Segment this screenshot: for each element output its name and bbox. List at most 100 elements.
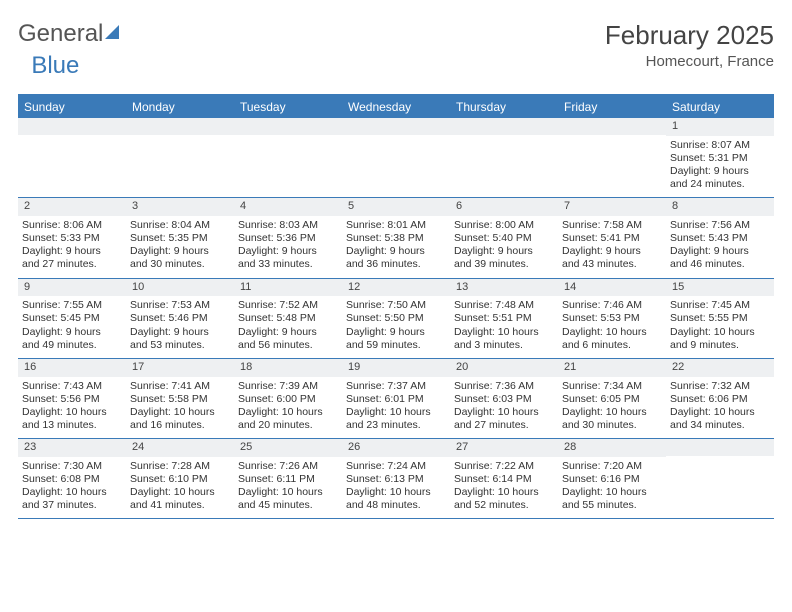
day-detail-line: Daylight: 9 hours (346, 326, 446, 339)
day-detail-line: and 3 minutes. (454, 339, 554, 352)
day-detail-line: Daylight: 9 hours (670, 165, 770, 178)
day-detail-line: Daylight: 9 hours (346, 245, 446, 258)
day-detail-line: Sunset: 5:36 PM (238, 232, 338, 245)
day-detail-line: Daylight: 10 hours (346, 486, 446, 499)
calendar-cell: 25Sunrise: 7:26 AMSunset: 6:11 PMDayligh… (234, 439, 342, 518)
day-detail-line: Sunrise: 7:41 AM (130, 380, 230, 393)
day-detail-line: Sunrise: 7:52 AM (238, 299, 338, 312)
day-number: 23 (18, 439, 126, 457)
day-number: 17 (126, 359, 234, 377)
day-detail-line: and 46 minutes. (670, 258, 770, 271)
calendar-cell: 15Sunrise: 7:45 AMSunset: 5:55 PMDayligh… (666, 279, 774, 358)
day-detail-line: Sunrise: 7:30 AM (22, 460, 122, 473)
day-detail-line: and 41 minutes. (130, 499, 230, 512)
day-detail-line: and 9 minutes. (670, 339, 770, 352)
day-detail-line: Sunrise: 7:50 AM (346, 299, 446, 312)
day-detail-line: Daylight: 10 hours (22, 406, 122, 419)
day-detail-line: Daylight: 10 hours (238, 406, 338, 419)
calendar-cell-empty (342, 118, 450, 197)
day-detail-line: Daylight: 10 hours (670, 326, 770, 339)
day-number: 25 (234, 439, 342, 457)
day-detail-line: Daylight: 9 hours (238, 326, 338, 339)
day-detail-line: and 55 minutes. (562, 499, 662, 512)
day-detail-line: Sunrise: 7:32 AM (670, 380, 770, 393)
day-detail-line: Sunrise: 8:00 AM (454, 219, 554, 232)
day-detail-line: Daylight: 9 hours (562, 245, 662, 258)
day-detail-line: Sunset: 5:41 PM (562, 232, 662, 245)
day-number (126, 118, 234, 135)
calendar-week: 9Sunrise: 7:55 AMSunset: 5:45 PMDaylight… (18, 279, 774, 359)
weekday-header: Monday (126, 96, 234, 118)
calendar-cell: 11Sunrise: 7:52 AMSunset: 5:48 PMDayligh… (234, 279, 342, 358)
day-number: 2 (18, 198, 126, 216)
calendar-grid: SundayMondayTuesdayWednesdayThursdayFrid… (18, 94, 774, 519)
day-number: 12 (342, 279, 450, 297)
day-detail-line: Sunrise: 7:45 AM (670, 299, 770, 312)
calendar-week: 1Sunrise: 8:07 AMSunset: 5:31 PMDaylight… (18, 118, 774, 198)
day-detail-line: and 13 minutes. (22, 419, 122, 432)
day-detail-line: and 59 minutes. (346, 339, 446, 352)
calendar-cell: 2Sunrise: 8:06 AMSunset: 5:33 PMDaylight… (18, 198, 126, 277)
calendar-week: 23Sunrise: 7:30 AMSunset: 6:08 PMDayligh… (18, 439, 774, 519)
day-detail-line: Daylight: 10 hours (562, 406, 662, 419)
day-detail-line: Daylight: 10 hours (346, 406, 446, 419)
day-detail-line: Daylight: 10 hours (562, 486, 662, 499)
day-number: 6 (450, 198, 558, 216)
day-number: 5 (342, 198, 450, 216)
day-detail-line: Sunrise: 7:24 AM (346, 460, 446, 473)
calendar-cell: 26Sunrise: 7:24 AMSunset: 6:13 PMDayligh… (342, 439, 450, 518)
day-detail-line: and 37 minutes. (22, 499, 122, 512)
calendar-cell-empty (450, 118, 558, 197)
day-detail-line: Sunset: 5:40 PM (454, 232, 554, 245)
day-detail-line: Sunset: 5:55 PM (670, 312, 770, 325)
day-detail-line: Daylight: 9 hours (130, 245, 230, 258)
day-detail-line: and 45 minutes. (238, 499, 338, 512)
calendar-cell: 14Sunrise: 7:46 AMSunset: 5:53 PMDayligh… (558, 279, 666, 358)
calendar-cell: 13Sunrise: 7:48 AMSunset: 5:51 PMDayligh… (450, 279, 558, 358)
day-number: 13 (450, 279, 558, 297)
calendar-cell: 23Sunrise: 7:30 AMSunset: 6:08 PMDayligh… (18, 439, 126, 518)
calendar-cell-empty (126, 118, 234, 197)
calendar-cell: 10Sunrise: 7:53 AMSunset: 5:46 PMDayligh… (126, 279, 234, 358)
day-detail-line: Daylight: 9 hours (130, 326, 230, 339)
day-number (342, 118, 450, 135)
day-detail-line: and 30 minutes. (562, 419, 662, 432)
day-detail-line: Daylight: 10 hours (130, 486, 230, 499)
day-detail-line: Daylight: 10 hours (454, 406, 554, 419)
day-detail-line: Daylight: 9 hours (670, 245, 770, 258)
day-detail-line: Sunrise: 8:01 AM (346, 219, 446, 232)
day-detail-line: Daylight: 10 hours (670, 406, 770, 419)
calendar-cell: 3Sunrise: 8:04 AMSunset: 5:35 PMDaylight… (126, 198, 234, 277)
day-detail-line: Daylight: 9 hours (22, 326, 122, 339)
day-detail-line: and 49 minutes. (22, 339, 122, 352)
day-detail-line: Daylight: 10 hours (562, 326, 662, 339)
day-detail-line: Sunrise: 7:37 AM (346, 380, 446, 393)
day-detail-line: and 23 minutes. (346, 419, 446, 432)
calendar-week: 2Sunrise: 8:06 AMSunset: 5:33 PMDaylight… (18, 198, 774, 278)
day-number (558, 118, 666, 135)
day-detail-line: and 53 minutes. (130, 339, 230, 352)
day-detail-line: Sunset: 6:05 PM (562, 393, 662, 406)
day-detail-line: and 6 minutes. (562, 339, 662, 352)
day-number: 28 (558, 439, 666, 457)
day-number: 24 (126, 439, 234, 457)
day-number: 4 (234, 198, 342, 216)
day-detail-line: and 52 minutes. (454, 499, 554, 512)
day-detail-line: and 43 minutes. (562, 258, 662, 271)
day-detail-line: Sunset: 6:03 PM (454, 393, 554, 406)
calendar-cell: 5Sunrise: 8:01 AMSunset: 5:38 PMDaylight… (342, 198, 450, 277)
calendar-page: General February 2025 Homecourt, France … (0, 0, 792, 529)
calendar-cell: 24Sunrise: 7:28 AMSunset: 6:10 PMDayligh… (126, 439, 234, 518)
weekday-header-row: SundayMondayTuesdayWednesdayThursdayFrid… (18, 96, 774, 118)
day-detail-line: Sunrise: 7:20 AM (562, 460, 662, 473)
calendar-cell-empty (558, 118, 666, 197)
day-detail-line: Daylight: 10 hours (454, 486, 554, 499)
day-detail-line: Sunset: 6:00 PM (238, 393, 338, 406)
brand-logo: General (18, 20, 121, 48)
calendar-cell: 8Sunrise: 7:56 AMSunset: 5:43 PMDaylight… (666, 198, 774, 277)
day-number (18, 118, 126, 135)
location-label: Homecourt, France (605, 53, 774, 70)
day-detail-line: Sunset: 6:11 PM (238, 473, 338, 486)
day-detail-line: Sunrise: 7:56 AM (670, 219, 770, 232)
day-detail-line: Sunset: 6:06 PM (670, 393, 770, 406)
